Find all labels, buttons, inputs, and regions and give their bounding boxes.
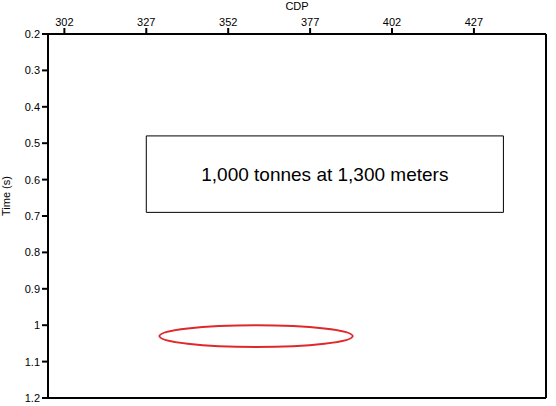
svg-text:Time (s): Time (s) bbox=[0, 176, 12, 216]
svg-text:427: 427 bbox=[465, 16, 483, 28]
svg-text:0.2: 0.2 bbox=[25, 28, 40, 40]
svg-text:377: 377 bbox=[301, 16, 319, 28]
svg-text:1: 1 bbox=[34, 319, 40, 331]
svg-text:352: 352 bbox=[219, 16, 237, 28]
svg-text:1.2: 1.2 bbox=[25, 392, 40, 404]
svg-text:1.1: 1.1 bbox=[25, 356, 40, 368]
svg-text:0.8: 0.8 bbox=[25, 246, 40, 258]
svg-text:0.9: 0.9 bbox=[25, 283, 40, 295]
svg-text:0.5: 0.5 bbox=[25, 137, 40, 149]
svg-text:402: 402 bbox=[383, 16, 401, 28]
svg-text:1,000 tonnes at 1,300 meters: 1,000 tonnes at 1,300 meters bbox=[201, 164, 448, 185]
svg-text:302: 302 bbox=[55, 16, 73, 28]
svg-text:327: 327 bbox=[137, 16, 155, 28]
svg-text:0.6: 0.6 bbox=[25, 174, 40, 186]
svg-text:CDP: CDP bbox=[285, 0, 308, 12]
svg-text:0.3: 0.3 bbox=[25, 64, 40, 76]
svg-text:0.4: 0.4 bbox=[25, 101, 40, 113]
svg-text:0.7: 0.7 bbox=[25, 210, 40, 222]
